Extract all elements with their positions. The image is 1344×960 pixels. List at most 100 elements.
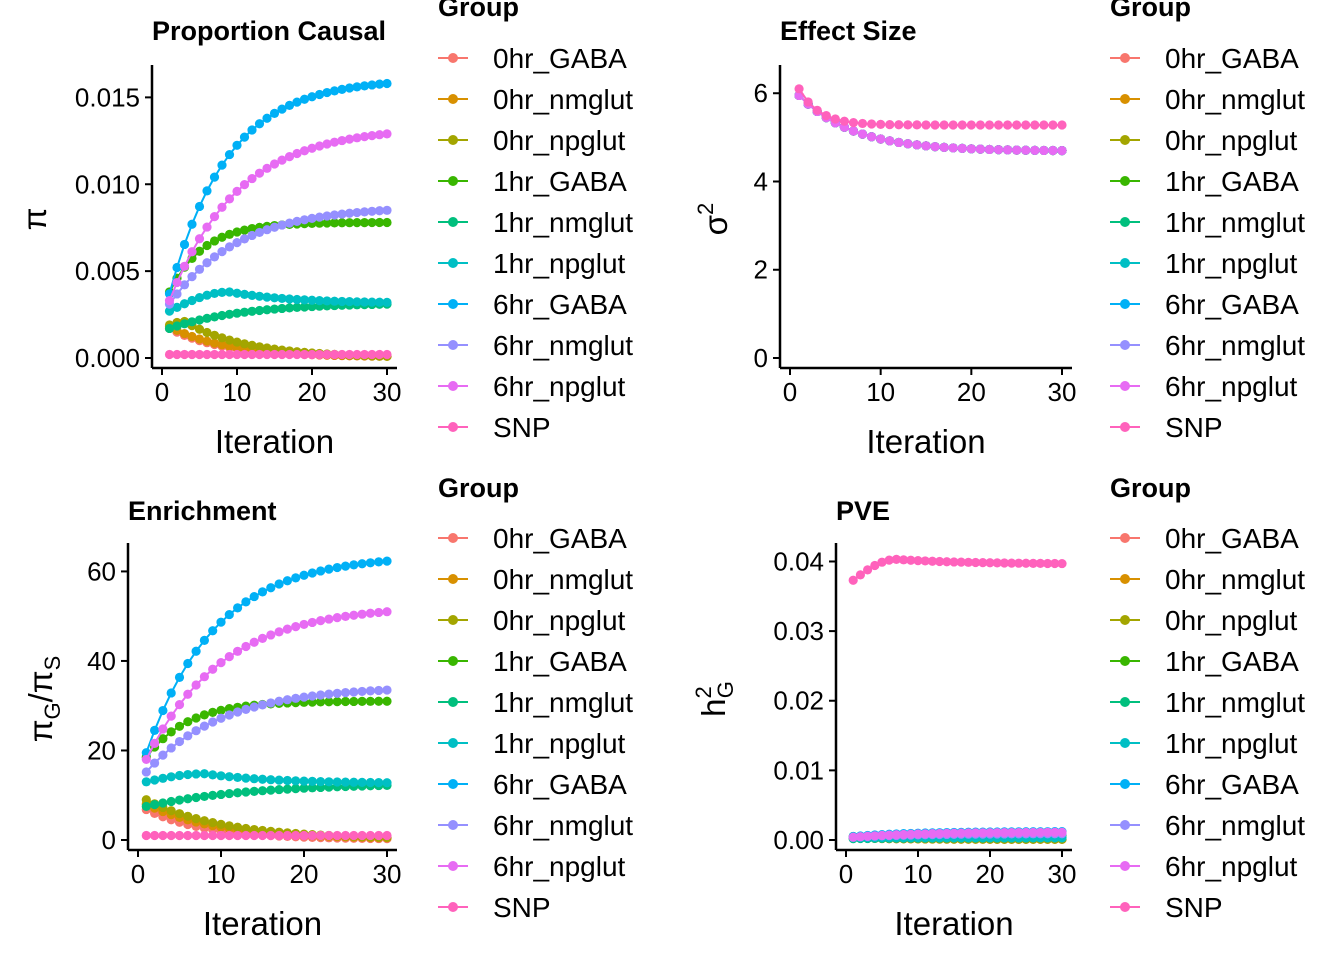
y-tick-label: 4 (754, 166, 768, 196)
data-point (166, 688, 176, 698)
legend-label: 0hr_GABA (493, 523, 627, 554)
data-point (359, 207, 370, 217)
legend-item: 0hr_npglut (438, 125, 626, 156)
series-6hr_nmglut (141, 685, 392, 777)
data-point (232, 227, 242, 237)
legend-label: 0hr_nmglut (1165, 84, 1305, 115)
data-point (340, 696, 351, 707)
data-point (224, 349, 235, 360)
data-point (187, 247, 197, 257)
data-point (966, 120, 976, 130)
legend-item: 6hr_nmglut (1110, 810, 1305, 841)
data-point (174, 795, 185, 805)
legend-marker (1120, 656, 1130, 666)
data-point (329, 137, 340, 147)
legend-marker (448, 422, 458, 432)
data-point (894, 137, 904, 148)
legend-item: 1hr_GABA (438, 646, 627, 677)
data-point (217, 310, 227, 321)
data-point (292, 302, 302, 313)
data-point (282, 624, 292, 634)
data-point (340, 611, 351, 621)
legend-item: 1hr_nmglut (438, 687, 633, 718)
y-tick-label: 0.000 (75, 343, 140, 373)
data-point (224, 821, 234, 831)
data-point (216, 617, 226, 627)
data-point (247, 290, 257, 300)
data-point (224, 194, 235, 204)
legend-label: 1hr_npglut (1165, 728, 1298, 759)
legend-label: 6hr_GABA (1165, 289, 1299, 320)
data-point (291, 830, 301, 841)
data-point (241, 597, 251, 607)
data-point (985, 558, 995, 568)
data-point (324, 689, 334, 699)
legend-item: 6hr_nmglut (438, 810, 633, 841)
chart-title: PVE (836, 496, 890, 526)
data-point (891, 554, 902, 564)
data-point (179, 261, 190, 271)
data-point (208, 770, 218, 780)
data-point (254, 349, 265, 360)
data-point (367, 349, 377, 360)
data-point (870, 560, 880, 571)
x-tick-label: 10 (904, 859, 933, 889)
legend-marker (1120, 820, 1130, 830)
panel-enrichment: Enrichment 0 10 20 30 0 20 40 60 Iteration πG/πS Gr… (22, 473, 633, 942)
data-point (299, 295, 310, 305)
x-axis-label: Iteration (215, 423, 334, 460)
data-point (224, 335, 235, 345)
data-point (199, 830, 209, 841)
data-point (291, 622, 301, 632)
data-point (344, 134, 355, 144)
legend-marker (448, 656, 458, 666)
data-point (329, 210, 340, 220)
legend-label: 0hr_npglut (1165, 605, 1298, 636)
legend-marker (1120, 381, 1130, 391)
legend-item: 6hr_GABA (1110, 289, 1299, 320)
data-point (187, 317, 197, 327)
legend-item: 6hr_npglut (1110, 851, 1298, 882)
data-point (992, 828, 1002, 838)
data-point (150, 758, 160, 768)
data-point (194, 292, 205, 303)
y-tick-label: 60 (87, 556, 116, 586)
data-point (284, 218, 295, 228)
data-point (239, 349, 250, 360)
x-tick-label: 0 (839, 859, 853, 889)
data-point (277, 303, 287, 314)
data-point (209, 212, 220, 222)
data-point (232, 308, 242, 318)
data-point (322, 218, 332, 228)
data-point (1050, 558, 1060, 569)
data-point (891, 830, 902, 840)
data-point (262, 343, 272, 353)
legend-label: 6hr_GABA (493, 289, 627, 320)
data-point (166, 806, 176, 816)
data-point (202, 258, 212, 268)
data-point (885, 120, 895, 130)
legend-item: 0hr_npglut (1110, 125, 1298, 156)
data-point (241, 704, 251, 714)
data-point (166, 796, 176, 807)
data-point (352, 133, 362, 143)
data-point (199, 635, 209, 645)
data-point (216, 819, 226, 829)
legend-label: SNP (493, 892, 551, 923)
data-point (284, 303, 295, 313)
data-point (247, 173, 257, 184)
legend-label: SNP (1165, 892, 1223, 923)
data-point (284, 100, 295, 110)
data-point (217, 340, 227, 350)
data-point (307, 143, 317, 153)
data-point (365, 830, 375, 841)
data-point (365, 777, 375, 788)
data-point (158, 724, 168, 734)
data-point (224, 652, 234, 662)
data-point (209, 252, 220, 262)
data-point (141, 795, 151, 805)
data-point (884, 555, 894, 565)
data-point (382, 78, 392, 89)
data-point (367, 80, 377, 90)
data-point (187, 331, 197, 342)
